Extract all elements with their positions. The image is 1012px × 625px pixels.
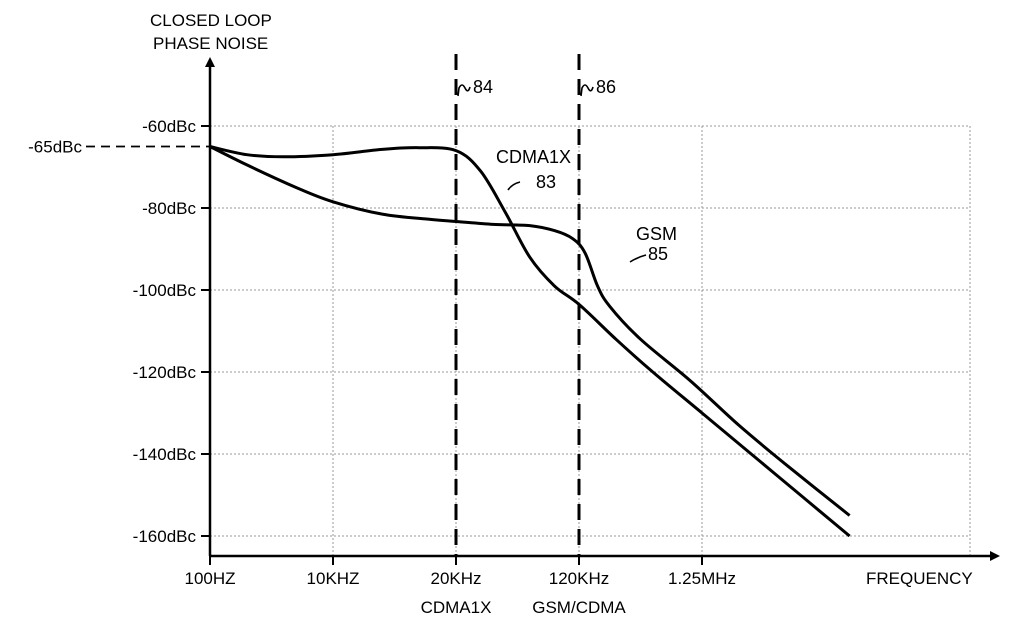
y-tick-label: -120dBc bbox=[133, 363, 197, 382]
x-sublabel: GSM/CDMA bbox=[532, 598, 626, 617]
vertical-marker-label: 84 bbox=[473, 77, 493, 97]
y-tick-label: -60dBc bbox=[142, 117, 196, 136]
x-tick-label: 100HZ bbox=[184, 569, 235, 588]
marker-leader-line bbox=[457, 84, 471, 97]
series-ref-label: 85 bbox=[648, 244, 668, 264]
vertical-marker-label: 86 bbox=[596, 77, 616, 97]
vertical-markers: 84 86 bbox=[454, 54, 616, 556]
axes bbox=[201, 57, 1000, 565]
x-tick-label: 120KHz bbox=[549, 569, 609, 588]
y-axis-title-line-1: CLOSED LOOP bbox=[150, 11, 272, 30]
reference-layer: -65dBc bbox=[28, 138, 210, 157]
reference-label: -65dBc bbox=[28, 138, 82, 157]
series-line-cdma1x bbox=[209, 145, 851, 538]
x-tick-label: 10KHZ bbox=[307, 569, 360, 588]
series-line-gsm bbox=[209, 145, 851, 517]
series-leader-line bbox=[507, 181, 521, 191]
y-tick-label: -80dBc bbox=[142, 199, 196, 218]
series-layer bbox=[209, 145, 851, 538]
grid bbox=[210, 125, 971, 556]
x-sublabel: CDMA1X bbox=[421, 598, 492, 617]
y-tick-label: -140dBc bbox=[133, 445, 197, 464]
x-axis-title: FREQUENCY bbox=[866, 569, 973, 588]
series-name-label: CDMA1X bbox=[496, 147, 571, 167]
x-tick-label: 20KHz bbox=[430, 569, 481, 588]
series-ref-label: 83 bbox=[536, 172, 556, 192]
y-tick-label: -160dBc bbox=[133, 527, 197, 546]
y-tick-label: -100dBc bbox=[133, 281, 197, 300]
label-layer: CLOSED LOOP PHASE NOISE FREQUENCY -60dBc… bbox=[133, 11, 973, 617]
series-leader-line bbox=[629, 254, 647, 263]
series-name-label: GSM bbox=[636, 224, 677, 244]
x-tick-label: 1.25MHz bbox=[668, 569, 736, 588]
marker-leader-line bbox=[580, 84, 594, 97]
y-axis-title-line-2: PHASE NOISE bbox=[153, 34, 268, 53]
